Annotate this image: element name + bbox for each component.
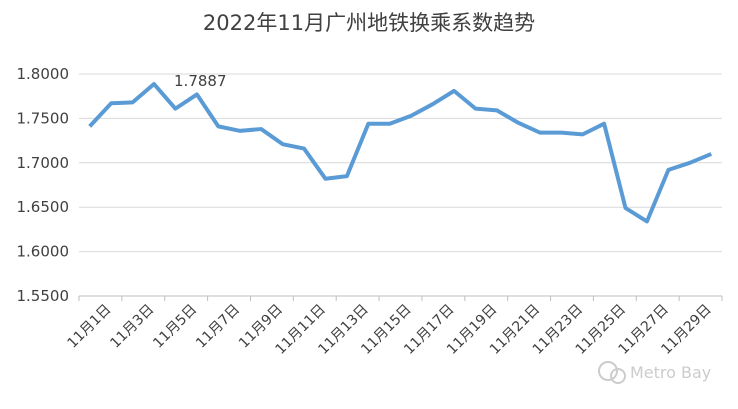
y-tick-label: 1.7500 <box>17 109 70 127</box>
y-tick-label: 1.5500 <box>17 287 70 305</box>
line <box>88 82 713 224</box>
x-tick-label: 11月1日 <box>65 302 115 352</box>
x-tick-label: 11月5日 <box>150 302 200 352</box>
x-tick-label: 11月3日 <box>107 302 157 352</box>
y-tick-label: 1.6000 <box>17 243 70 261</box>
x-tick-label: 11月7日 <box>193 302 243 352</box>
y-tick-label: 1.7000 <box>17 154 70 172</box>
watermark: Metro Bay <box>630 363 711 382</box>
data-label: 1.7887 <box>174 72 227 90</box>
y-tick-label: 1.6500 <box>17 198 70 216</box>
y-tick-label: 1.8000 <box>17 65 70 83</box>
watermark-icon <box>598 361 626 384</box>
chart-title: 2022年11月广州地铁换乘系数趋势 <box>203 11 535 35</box>
